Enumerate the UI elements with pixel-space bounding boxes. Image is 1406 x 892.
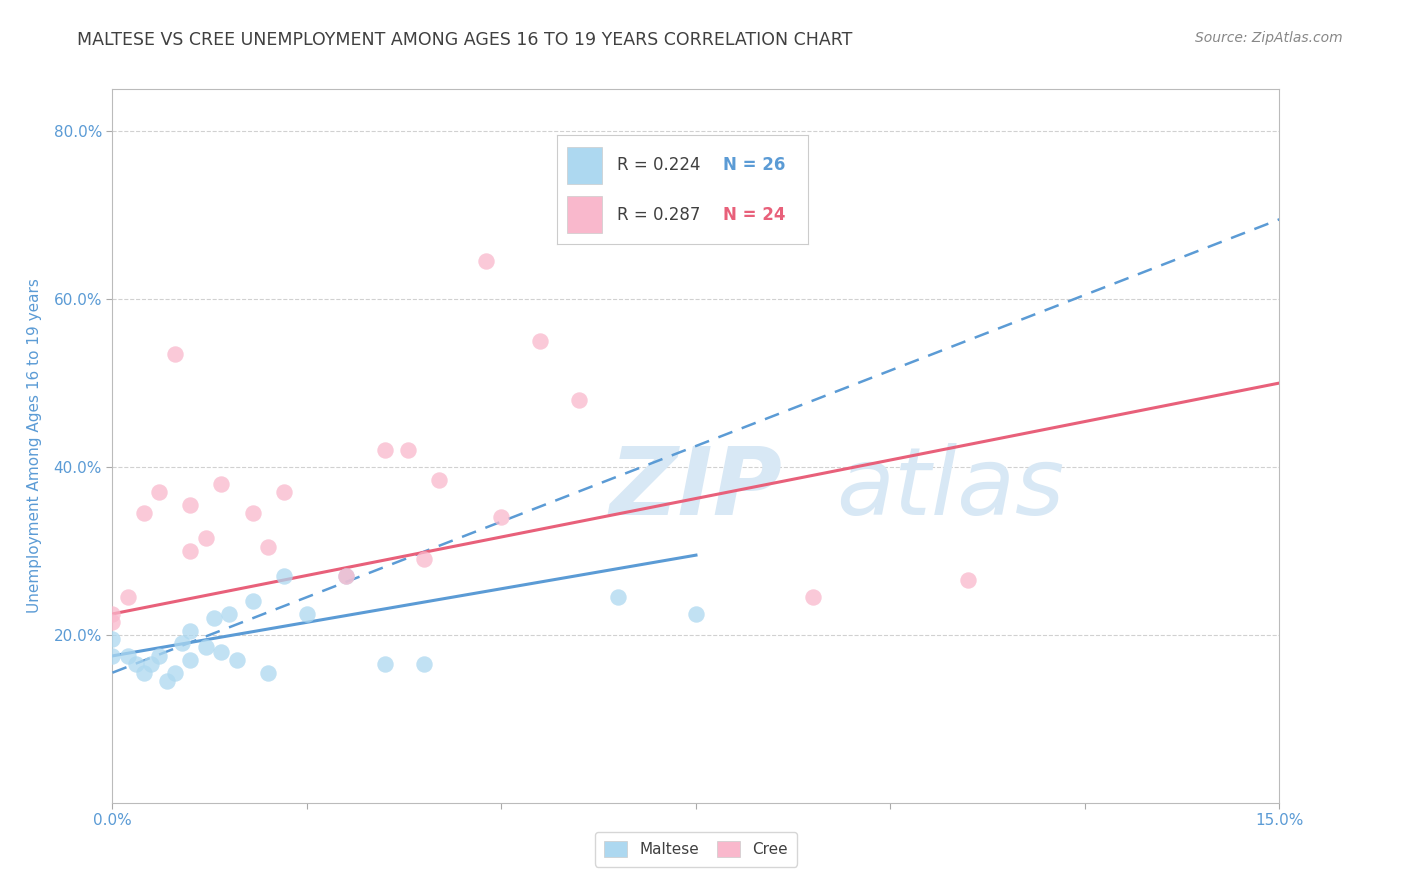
Point: [117, 590, 139, 604]
Legend: Maltese, Cree: Maltese, Cree: [595, 832, 797, 866]
Point: [101, 632, 124, 646]
Text: R = 0.287: R = 0.287: [617, 206, 700, 224]
Point: [273, 485, 295, 500]
Point: [491, 510, 513, 524]
Text: N = 26: N = 26: [723, 156, 785, 174]
Point: [179, 544, 201, 558]
FancyBboxPatch shape: [567, 196, 602, 234]
Point: [209, 476, 232, 491]
Point: [335, 569, 357, 583]
Point: [141, 657, 163, 672]
Point: [148, 485, 170, 500]
Point: [242, 594, 264, 608]
Point: [209, 645, 232, 659]
Point: [396, 443, 419, 458]
Point: [685, 607, 707, 621]
Point: [156, 674, 179, 689]
Point: [335, 569, 357, 583]
Point: [194, 532, 217, 546]
Point: [957, 574, 980, 588]
Text: atlas: atlas: [837, 443, 1064, 534]
Point: [374, 657, 396, 672]
Point: [132, 506, 155, 520]
Point: [295, 607, 318, 621]
Text: N = 24: N = 24: [723, 206, 785, 224]
Point: [218, 607, 240, 621]
Point: [179, 498, 201, 512]
Point: [132, 665, 155, 680]
Point: [374, 443, 396, 458]
Point: [179, 624, 201, 638]
Point: [529, 334, 551, 348]
Point: [179, 653, 201, 667]
Y-axis label: Unemployment Among Ages 16 to 19 years: Unemployment Among Ages 16 to 19 years: [28, 278, 42, 614]
Text: MALTESE VS CREE UNEMPLOYMENT AMONG AGES 16 TO 19 YEARS CORRELATION CHART: MALTESE VS CREE UNEMPLOYMENT AMONG AGES …: [77, 31, 852, 49]
Point: [475, 254, 498, 268]
Point: [101, 615, 124, 630]
Point: [257, 540, 280, 554]
Point: [226, 653, 249, 667]
Point: [163, 346, 186, 360]
Point: [125, 657, 148, 672]
Point: [801, 590, 824, 604]
Point: [101, 607, 124, 621]
FancyBboxPatch shape: [567, 146, 602, 184]
Point: [202, 611, 225, 625]
Point: [101, 648, 124, 663]
Text: ZIP: ZIP: [610, 442, 782, 535]
Point: [257, 665, 280, 680]
Point: [607, 590, 630, 604]
Point: [568, 392, 591, 407]
Point: [242, 506, 264, 520]
Point: [412, 657, 434, 672]
Point: [273, 569, 295, 583]
Text: R = 0.224: R = 0.224: [617, 156, 700, 174]
Point: [194, 640, 217, 655]
Point: [148, 648, 170, 663]
Point: [172, 636, 194, 650]
Text: Source: ZipAtlas.com: Source: ZipAtlas.com: [1195, 31, 1343, 45]
Point: [163, 665, 186, 680]
Point: [412, 552, 434, 566]
Point: [117, 648, 139, 663]
Point: [427, 473, 450, 487]
